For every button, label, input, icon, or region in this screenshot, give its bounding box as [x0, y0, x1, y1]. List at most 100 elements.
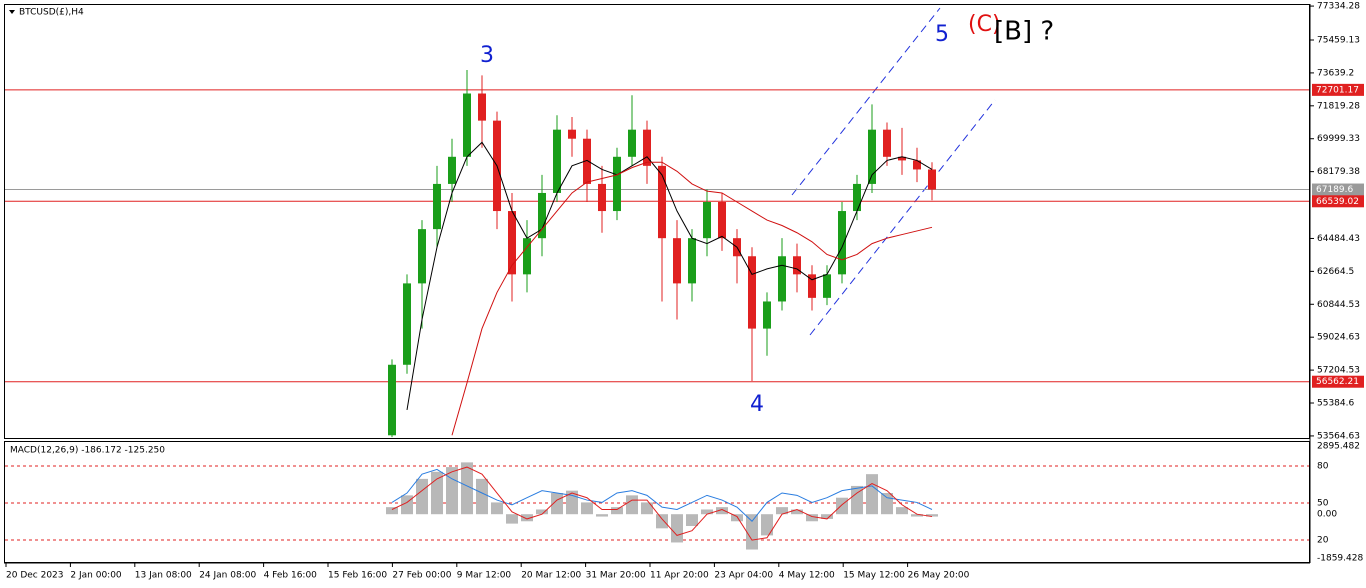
y-tick-label: 73639.2	[1317, 68, 1354, 78]
macd-bar	[581, 502, 593, 515]
macd-bar	[731, 514, 743, 522]
macd-tick-label: 2895.482	[1317, 442, 1360, 452]
y-tick-label: 60844.53	[1317, 300, 1360, 310]
macd-bar	[716, 507, 728, 515]
candle-body	[808, 274, 816, 298]
y-tick-label: 55384.6	[1317, 399, 1354, 409]
macd-bar	[446, 467, 458, 515]
macd-bar	[896, 507, 908, 515]
x-tick-label: 9 Mar 12:00	[457, 571, 512, 581]
candle-body	[793, 256, 801, 275]
candle-body	[448, 156, 456, 184]
y-tick-label: 64484.43	[1317, 234, 1360, 244]
candle-body	[883, 129, 891, 157]
y-tick-label: 53564.63	[1317, 431, 1360, 441]
y-tick-label: 68179.38	[1317, 167, 1360, 177]
macd-level-label: 20	[1317, 536, 1329, 546]
macd-label: MACD(12,26,9) -186.172 -125.250	[10, 446, 165, 456]
level-tag	[1312, 195, 1364, 208]
candle-body	[478, 93, 486, 121]
macd-line	[391, 468, 933, 523]
candle-body	[643, 129, 651, 166]
x-tick-label: 26 May 20:00	[908, 571, 970, 581]
macd-bar	[686, 514, 698, 526]
macd-bar	[431, 471, 443, 515]
candle-body	[763, 301, 771, 329]
macd-bar	[491, 502, 503, 515]
macd-bar	[536, 509, 548, 515]
level-label: 66539.02	[1316, 197, 1359, 207]
candle-body	[628, 129, 636, 157]
y-tick-label: 75459.13	[1317, 35, 1360, 45]
symbol-label: BTCUSD(£),H4	[19, 8, 84, 18]
level-label: 72701.17	[1316, 85, 1359, 95]
y-tick-label: 71819.28	[1317, 101, 1360, 111]
level-label: 67189.6	[1316, 185, 1353, 195]
macd-bar	[806, 514, 818, 522]
candle-body	[778, 256, 786, 302]
x-tick-label: 20 Mar 12:00	[521, 571, 581, 581]
candle-body	[433, 183, 441, 230]
channel-upper	[791, 7, 941, 196]
macd-bar	[866, 474, 878, 515]
candle-body	[403, 283, 411, 365]
macd-bar	[701, 509, 713, 515]
signal-line	[391, 466, 933, 541]
macd-level-label: 80	[1317, 462, 1329, 472]
candle-body	[688, 238, 696, 284]
moving-average	[406, 141, 933, 411]
candle-body	[868, 129, 876, 184]
level-tag	[1312, 83, 1364, 96]
macd-bar	[656, 514, 668, 529]
level-tag	[1312, 183, 1364, 196]
y-tick-label: 69999.33	[1317, 134, 1360, 144]
macd-bar	[926, 514, 938, 517]
candle-body	[658, 165, 666, 239]
macd-tick-label: -1859.428	[1317, 554, 1363, 564]
x-tick-label: 20 Dec 2023	[6, 571, 64, 581]
macd-bar	[671, 514, 683, 543]
macd-bar	[821, 514, 833, 519]
candle-body	[583, 138, 591, 184]
macd-bar	[596, 514, 608, 517]
macd-bar	[881, 493, 893, 515]
wave-label: 4	[750, 392, 764, 417]
candle-body	[703, 202, 711, 239]
macd-bar	[521, 514, 533, 522]
wave-label: 3	[480, 43, 494, 68]
candle-body	[853, 183, 861, 212]
macd-bar	[626, 495, 638, 515]
candle-body	[463, 93, 471, 157]
x-tick-label: 15 Feb 16:00	[328, 571, 387, 581]
candle-body	[838, 211, 846, 275]
candle-body	[538, 192, 546, 239]
candle-body	[598, 183, 606, 212]
macd-bar	[461, 462, 473, 515]
macd-tick-label: 0.00	[1317, 510, 1337, 520]
candle-body	[898, 156, 906, 161]
x-tick-label: 15 May 12:00	[843, 571, 905, 581]
candle-body	[508, 211, 516, 275]
candle-body	[418, 229, 426, 284]
macd-bar	[836, 497, 848, 515]
x-tick-label: 13 Jan 08:00	[135, 571, 192, 581]
macd-bar	[911, 514, 923, 517]
macd-bar	[506, 514, 518, 524]
candle-body	[388, 364, 396, 436]
x-tick-label: 4 Feb 16:00	[264, 571, 318, 581]
candle-body	[748, 256, 756, 329]
candle-body	[673, 238, 681, 284]
macd-bar	[476, 478, 488, 515]
macd-bar	[611, 507, 623, 515]
candle-body	[823, 274, 831, 298]
x-tick-label: 11 Apr 20:00	[650, 571, 709, 581]
y-tick-label: 62664.5	[1317, 267, 1354, 277]
menu-arrow	[9, 10, 15, 14]
x-tick-label: 24 Jan 08:00	[199, 571, 256, 581]
level-tag	[1312, 375, 1364, 388]
y-tick-label: 77334.28	[1317, 2, 1360, 12]
macd-bar	[386, 507, 398, 515]
y-tick-label: 57204.53	[1317, 366, 1360, 376]
